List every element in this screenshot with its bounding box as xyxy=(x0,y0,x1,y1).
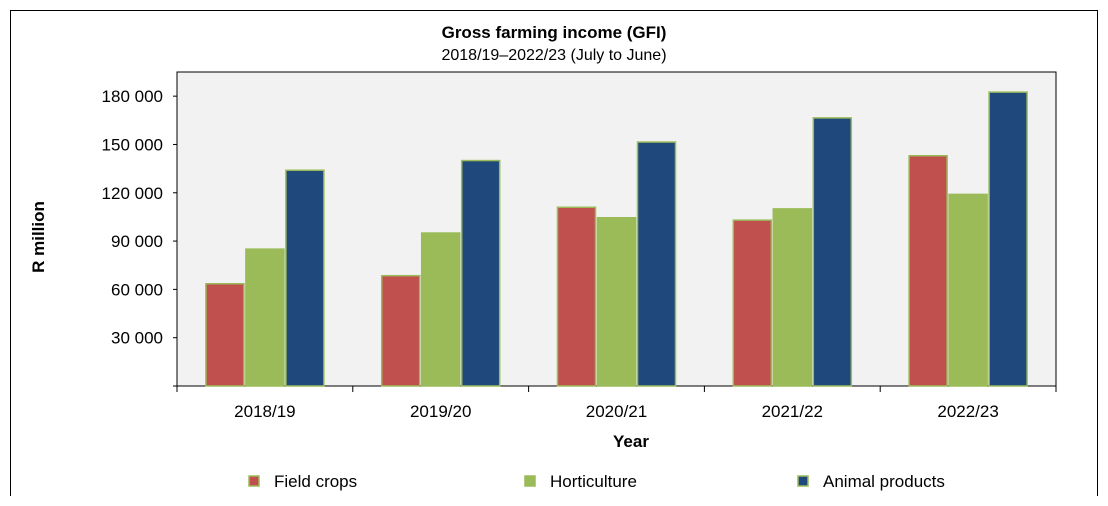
bar-horticulture xyxy=(245,248,285,387)
bar-animal-products xyxy=(285,169,325,387)
x-tick-label: 2022/23 xyxy=(937,402,998,421)
y-tick-label: 60 000 xyxy=(111,280,163,299)
bar-animal-products xyxy=(460,159,501,387)
legend-swatch xyxy=(797,475,809,487)
legend-label: Horticulture xyxy=(550,472,637,491)
bar-horticulture xyxy=(596,216,637,387)
y-tick-label: 90 000 xyxy=(111,232,163,251)
legend-swatch xyxy=(248,475,260,487)
legend-label: Animal products xyxy=(823,472,945,491)
bar-field-crops xyxy=(732,219,773,387)
legend: Field crops Horticulture Animal products xyxy=(248,472,945,491)
y-tick-label: 180 000 xyxy=(102,87,163,106)
x-tick-label: 2020/21 xyxy=(586,402,647,421)
chart-title: Gross farming income (GFI) xyxy=(442,23,667,42)
legend-label: Field crops xyxy=(274,472,357,491)
chart-subtitle: 2018/19–2022/23 (July to June) xyxy=(441,47,666,64)
bar-field-crops xyxy=(556,206,597,387)
bar-animal-products xyxy=(812,117,853,387)
y-tick-label: 30 000 xyxy=(111,329,163,348)
bar-field-crops xyxy=(205,282,245,387)
bar-animal-products xyxy=(988,91,1028,387)
plot-area: 30 000 60 000 90 000 120 000 150 000 180 000 2… xyxy=(102,71,1057,421)
bar-field-crops xyxy=(380,274,421,387)
x-tick-label: 2021/22 xyxy=(762,402,823,421)
bar-horticulture xyxy=(772,208,813,387)
y-tick-label: 120 000 xyxy=(102,184,163,203)
y-tick-label: 150 000 xyxy=(102,135,163,154)
bar-horticulture xyxy=(420,232,461,387)
bar-field-crops xyxy=(908,154,948,387)
legend-swatch xyxy=(524,475,536,487)
x-tick-label: 2018/19 xyxy=(234,402,295,421)
x-axis-label: Year xyxy=(613,432,649,451)
chart-frame xyxy=(10,10,1098,496)
bar-horticulture xyxy=(948,193,988,387)
y-axis-label: R million xyxy=(29,201,48,273)
x-tick-label: 2019/20 xyxy=(410,402,471,421)
bar-animal-products xyxy=(636,141,677,387)
